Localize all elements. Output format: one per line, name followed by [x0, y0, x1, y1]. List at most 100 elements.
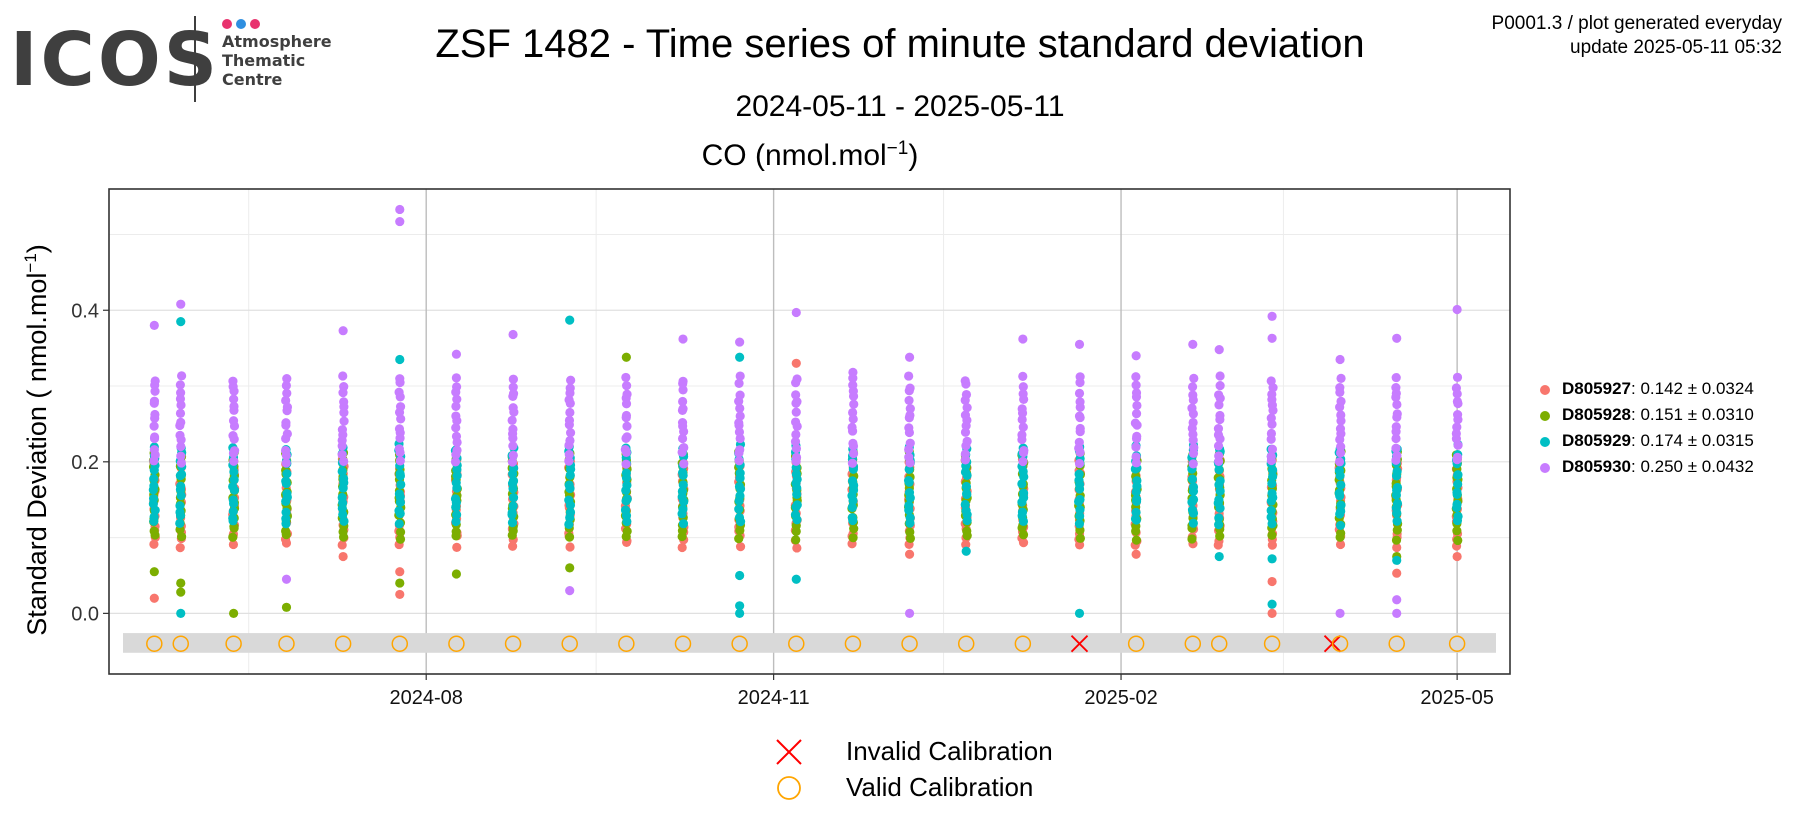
data-point	[734, 504, 744, 514]
data-point	[1017, 507, 1028, 517]
data-point	[621, 468, 631, 478]
data-point	[451, 423, 461, 433]
data-point	[229, 475, 239, 485]
data-point	[905, 383, 915, 393]
data-point	[1074, 458, 1085, 469]
outlier-point	[904, 608, 915, 618]
data-point	[176, 451, 186, 461]
outlier-point	[1267, 311, 1277, 321]
legend-dot	[1540, 384, 1550, 395]
data-point	[452, 445, 462, 455]
legend-dot	[1540, 462, 1550, 473]
valid-calibration-marker	[391, 635, 409, 652]
data-point	[1074, 469, 1084, 479]
data-point	[1452, 487, 1462, 497]
data-point	[622, 381, 632, 391]
data-point	[395, 534, 406, 544]
data-point	[565, 507, 576, 517]
data-point	[847, 458, 858, 468]
outlier-point	[735, 608, 745, 618]
data-point	[1132, 494, 1142, 505]
data-point	[1018, 389, 1028, 399]
data-point	[175, 430, 185, 441]
data-point	[1132, 431, 1142, 441]
data-point	[679, 459, 689, 469]
data-point	[961, 389, 972, 400]
data-point	[678, 480, 688, 490]
data-point	[620, 505, 631, 515]
data-point	[1452, 499, 1462, 509]
data-point	[1335, 383, 1345, 393]
data-point	[1266, 376, 1276, 386]
outlier-point	[229, 608, 239, 618]
data-point	[564, 456, 574, 466]
data-point	[962, 526, 972, 536]
valid-calibration-marker	[172, 635, 189, 652]
data-point	[1267, 530, 1277, 540]
data-point	[962, 403, 972, 413]
data-point	[961, 540, 971, 550]
data-point	[678, 504, 688, 514]
valid-calibration-legend-item: Valid Calibration	[774, 769, 1053, 805]
data-point	[282, 374, 292, 384]
data-point	[228, 532, 238, 542]
outlier-point	[961, 546, 971, 556]
data-point	[1391, 422, 1401, 432]
y-tick-label: 0.2	[71, 452, 99, 474]
data-point	[1074, 411, 1085, 421]
data-point	[1452, 372, 1463, 382]
legend-series-name: D805930	[1562, 457, 1632, 476]
data-point	[792, 500, 802, 510]
data-point	[1391, 535, 1402, 545]
outlier-point	[338, 326, 348, 336]
data-point	[1392, 498, 1403, 509]
outlier-point	[1188, 339, 1198, 349]
outlier-point	[281, 574, 292, 584]
data-point	[1453, 410, 1463, 420]
data-point	[452, 382, 462, 392]
data-point	[508, 424, 518, 434]
data-point	[339, 416, 349, 426]
invalid-calibration-marker	[1070, 635, 1089, 653]
valid-calibration-marker	[1448, 635, 1466, 652]
data-point	[228, 539, 239, 550]
data-point	[1336, 480, 1346, 490]
outlier-point	[1392, 595, 1402, 605]
data-point	[848, 407, 858, 418]
outlier-point	[565, 563, 575, 573]
data-point	[1334, 457, 1345, 467]
data-point	[1188, 390, 1198, 400]
data-point	[281, 380, 291, 391]
valid-calibration-marker	[334, 635, 352, 652]
outlier-point	[904, 352, 915, 362]
data-point	[1018, 422, 1028, 432]
data-point	[395, 402, 406, 412]
data-point	[1391, 372, 1401, 383]
data-point	[564, 519, 574, 529]
data-point	[1335, 520, 1346, 531]
data-point	[1188, 482, 1199, 492]
data-point	[339, 473, 349, 484]
data-point	[621, 410, 632, 421]
data-point	[149, 421, 159, 431]
data-point	[280, 445, 291, 456]
outlier-point	[904, 549, 915, 559]
data-point	[905, 513, 915, 523]
data-point	[394, 424, 405, 434]
data-point	[175, 543, 185, 553]
data-point	[792, 489, 802, 499]
data-point	[791, 390, 801, 400]
legend-item: D805929: 0.174 ± 0.0315	[1540, 428, 1754, 454]
outlier-point	[735, 570, 745, 581]
data-point	[735, 542, 746, 552]
data-point	[792, 374, 802, 384]
outlier-point	[149, 320, 159, 331]
outlier-point	[1267, 608, 1277, 618]
outlier-point	[451, 569, 462, 579]
outlier-point	[1267, 576, 1277, 587]
data-point	[564, 495, 574, 505]
data-point	[508, 476, 519, 486]
data-point	[962, 436, 972, 446]
data-point	[176, 388, 186, 398]
data-point	[904, 423, 914, 433]
